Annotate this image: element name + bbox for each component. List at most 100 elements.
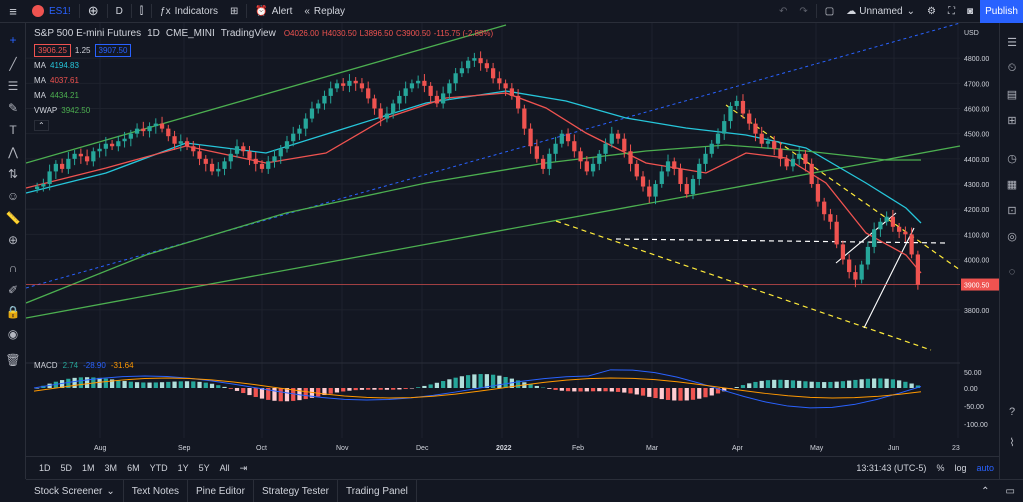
clock-label[interactable]: 13:31:43 (UTC-5): [856, 463, 927, 473]
ma2-legend[interactable]: MA 4037.61: [34, 76, 79, 85]
help-icon[interactable]: ?: [1008, 406, 1016, 418]
fullscreen-icon[interactable]: ⛶: [947, 5, 955, 17]
compare-add-icon[interactable]: ⊕: [87, 3, 99, 18]
symbol-legend[interactable]: S&P 500 E-mini Futures 1D CME_MINI Tradi…: [34, 28, 493, 39]
menu-icon[interactable]: ≡: [9, 3, 17, 19]
price-tick-label: 4200.00: [964, 207, 989, 214]
macd-histogram-bar: [409, 388, 415, 389]
interval-button[interactable]: D: [115, 5, 123, 17]
chart-type-icon[interactable]: ⫿: [139, 5, 144, 17]
replay-button[interactable]: « Replay: [298, 0, 351, 23]
watchlist-icon[interactable]: ☰: [1007, 36, 1017, 49]
tab-pine-editor[interactable]: Pine Editor: [188, 479, 254, 502]
candle-body: [197, 151, 202, 159]
bid-badge[interactable]: 3906.25: [34, 44, 71, 57]
notifications-icon[interactable]: ◌: [1008, 266, 1016, 278]
goto-date-icon[interactable]: ⇥: [239, 462, 248, 473]
crosshair-icon[interactable]: +: [9, 33, 17, 47]
percent-toggle[interactable]: %: [936, 463, 945, 473]
hotlist-icon[interactable]: ⊞: [1007, 114, 1017, 127]
trend-line-icon[interactable]: ╱: [9, 57, 17, 71]
range-3m[interactable]: 3M: [104, 463, 118, 473]
macd-histogram-bar: [284, 388, 290, 402]
zoom-in-icon[interactable]: ⊕: [7, 233, 19, 247]
macd-histogram-bar: [416, 387, 421, 388]
brush-icon[interactable]: ✎: [7, 101, 19, 115]
calendar-icon[interactable]: ◷: [1007, 152, 1017, 165]
time-tick-label: Dec: [416, 445, 429, 452]
ma3-legend[interactable]: MA 4434.21: [34, 91, 79, 100]
log-toggle[interactable]: log: [954, 463, 967, 473]
collapse-panel-icon[interactable]: ⌃: [981, 485, 990, 497]
auto-toggle[interactable]: auto: [976, 463, 994, 473]
maximize-panel-icon[interactable]: ▭: [1005, 485, 1015, 497]
range-6m[interactable]: 6M: [127, 463, 140, 473]
indicators-icon: ƒx: [160, 5, 171, 17]
candle-body: [316, 103, 321, 109]
symbol-search[interactable]: ES1!: [26, 0, 77, 23]
range-ytd[interactable]: YTD: [149, 463, 168, 473]
chart-icon[interactable]: ⌇: [1009, 436, 1015, 449]
macd-histogram-bar: [653, 388, 658, 399]
redo-icon[interactable]: ↷: [799, 5, 808, 17]
alert-button[interactable]: ⏰ Alert: [249, 0, 298, 23]
candle-body: [709, 143, 714, 154]
ideas-icon[interactable]: ▦: [1006, 178, 1018, 191]
layout-name-button[interactable]: ☁ Unnamed ⌄: [840, 0, 921, 23]
candle-body: [366, 88, 371, 99]
tab-trading-panel[interactable]: Trading Panel: [338, 479, 417, 502]
data-window-icon[interactable]: ▤: [1006, 88, 1018, 101]
prediction-icon[interactable]: ⇅: [7, 167, 19, 181]
macd-tick-label: -50.00: [964, 404, 984, 411]
candle-body: [522, 108, 527, 129]
macd-histogram-bar: [778, 379, 783, 388]
streams-icon[interactable]: ⊡: [1007, 204, 1017, 217]
spread-value: 1.25: [74, 46, 91, 55]
ma1-legend[interactable]: MA 4194.83: [34, 61, 79, 70]
legend-collapse-icon[interactable]: ⌃: [34, 120, 49, 131]
range-5y[interactable]: 5Y: [198, 463, 210, 473]
layout-select-icon[interactable]: ▢: [824, 5, 835, 17]
macd-value-3: -31.64: [110, 361, 134, 370]
emoji-icon[interactable]: ☺: [6, 189, 20, 203]
candle-body: [453, 73, 458, 84]
ruler-icon[interactable]: 📏: [5, 211, 21, 225]
range-1y[interactable]: 1Y: [177, 463, 189, 473]
macd-histogram-bar: [622, 388, 627, 393]
eye-icon[interactable]: ◉: [7, 327, 19, 341]
vwap-legend[interactable]: VWAP 3942.50: [34, 106, 90, 115]
templates-icon[interactable]: ⊞: [229, 5, 239, 17]
trash-icon[interactable]: 🗑: [5, 353, 21, 367]
candle-body: [391, 103, 396, 114]
macd-histogram-bar: [384, 388, 390, 390]
alerts-clock-icon[interactable]: ⏲: [1007, 61, 1017, 74]
fib-icon[interactable]: ☰: [7, 79, 19, 93]
price-tick-label: 4100.00: [964, 232, 989, 239]
text-tool-icon[interactable]: T: [9, 123, 17, 137]
publish-button[interactable]: Publish: [980, 0, 1023, 23]
indicators-button[interactable]: ƒx Indicators: [154, 0, 224, 23]
tab-strategy-tester[interactable]: Strategy Tester: [254, 479, 339, 502]
tab-stock-screener[interactable]: Stock Screener ⌄: [26, 479, 124, 502]
legend-open: O4026.00: [283, 29, 319, 38]
range-5d[interactable]: 5D: [60, 463, 73, 473]
lock-drawing-icon[interactable]: ✐: [7, 283, 19, 297]
macd-histogram-bar: [334, 388, 340, 393]
price-chart[interactable]: USD 4800.00 4700.00 4600.00 4500.00 4400.00 43…: [26, 23, 999, 456]
snapshot-camera-icon[interactable]: ◙: [966, 5, 973, 17]
magnet-icon[interactable]: ∩: [8, 261, 18, 275]
pattern-icon[interactable]: ⋀: [8, 145, 18, 159]
lock-icon[interactable]: 🔒: [5, 305, 21, 319]
settings-gear-icon[interactable]: ⚙: [926, 5, 936, 17]
candle-body: [765, 141, 771, 144]
tab-text-notes[interactable]: Text Notes: [124, 479, 189, 502]
undo-icon[interactable]: ↶: [779, 5, 788, 17]
range-all[interactable]: All: [219, 463, 230, 473]
macd-histogram-bar: [397, 388, 402, 390]
macd-legend[interactable]: MACD 2.74 -28.90 -31.64: [34, 361, 134, 370]
chat-icon[interactable]: ◎: [1007, 230, 1017, 243]
ask-badge[interactable]: 3907.50: [94, 44, 132, 57]
time-tick-label: Jun: [888, 445, 899, 452]
range-1m[interactable]: 1M: [82, 463, 95, 473]
range-1d[interactable]: 1D: [39, 463, 51, 473]
